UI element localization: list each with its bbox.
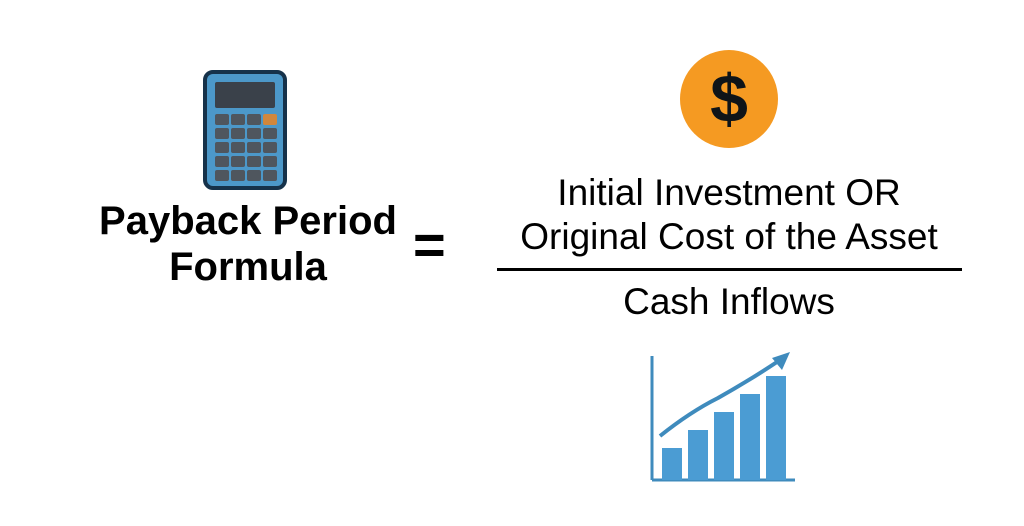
fraction-divider	[497, 268, 962, 271]
numerator-line2: Original Cost of the Asset	[479, 215, 979, 259]
growth-chart-icon	[640, 350, 800, 490]
formula-title-line2: Formula	[83, 244, 413, 290]
dollar-icon: $	[479, 50, 979, 153]
formula-title-line1: Payback Period	[83, 198, 413, 244]
calculator-icon	[203, 70, 287, 190]
formula-title: Payback Period Formula	[83, 198, 413, 290]
svg-text:$: $	[710, 61, 748, 137]
formula-fraction: $ Initial Investment OR Original Cost of…	[479, 50, 979, 323]
formula-numerator: Initial Investment OR Original Cost of t…	[479, 171, 979, 258]
formula-infographic: Payback Period Formula = $ Initial Inves…	[0, 0, 1024, 526]
formula-denominator: Cash Inflows	[479, 281, 979, 323]
equals-sign: =	[413, 212, 446, 277]
numerator-line1: Initial Investment OR	[479, 171, 979, 215]
